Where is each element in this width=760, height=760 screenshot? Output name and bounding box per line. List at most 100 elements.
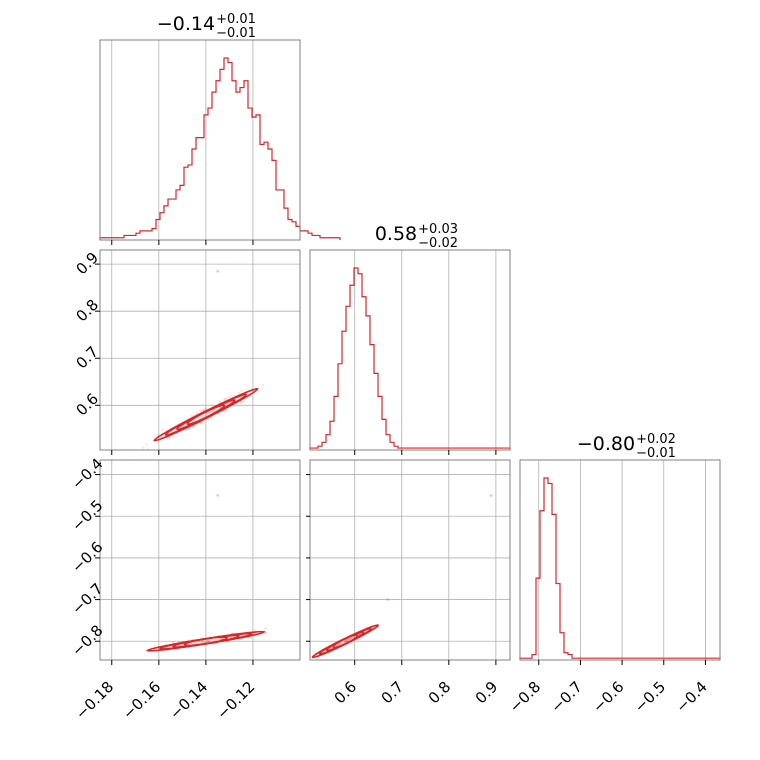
sample-point <box>348 637 351 640</box>
x-tick-label: −0.18 <box>72 678 117 723</box>
sample-point <box>223 410 227 413</box>
sample-point <box>237 391 240 395</box>
sample-point <box>218 412 221 416</box>
outlier-point <box>216 269 220 273</box>
sample-point <box>242 400 246 404</box>
sample-point <box>218 399 222 403</box>
panel-background <box>310 250 510 450</box>
histogram-step-line <box>99 57 341 240</box>
outlier-point <box>216 494 220 497</box>
scatter-panel-3-2 <box>306 459 511 665</box>
sample-point <box>225 408 228 412</box>
sample-point <box>212 409 216 412</box>
density-region <box>311 494 493 659</box>
sample-point <box>200 639 204 643</box>
sample-point <box>339 642 343 645</box>
x-tick-label: −0.14 <box>166 678 211 723</box>
sample-point <box>210 410 214 414</box>
contour-line <box>186 404 226 426</box>
y-tick-label: 0.9 <box>72 249 102 279</box>
sample-point <box>194 642 198 645</box>
sample-point <box>201 421 205 424</box>
panel-background <box>310 460 510 660</box>
panel-title-minus: −0.01 <box>216 26 256 41</box>
sample-point <box>168 437 172 440</box>
sample-point <box>337 643 341 646</box>
sample-point <box>346 639 349 642</box>
contour-line <box>332 634 359 649</box>
panel-title-value: −0.80 <box>577 433 635 455</box>
sample-point <box>195 411 199 415</box>
sample-point <box>240 401 243 404</box>
histogram-panel-2: 0.58 +0.03−0.02 <box>309 222 511 455</box>
panel-title-plus: +0.01 <box>216 12 256 27</box>
sample-point <box>199 421 203 425</box>
panel-frame <box>519 459 721 661</box>
sample-point <box>201 408 205 411</box>
x-tick-label: −0.5 <box>631 678 669 716</box>
sample-point <box>227 395 231 399</box>
panel-title-value: 0.58 <box>375 223 417 245</box>
sample-point <box>343 639 347 642</box>
panel-title-plus: +0.02 <box>636 432 676 447</box>
sample-point <box>349 637 353 641</box>
x-tick-label: −0.12 <box>213 678 258 723</box>
sample-point <box>261 384 265 387</box>
outlier-point <box>489 494 493 497</box>
sample-point <box>208 638 211 642</box>
y-tick-label: 0.8 <box>72 296 102 326</box>
sample-point <box>192 641 195 645</box>
panel-title-minus: −0.02 <box>418 236 458 251</box>
sample-point <box>224 397 227 400</box>
sample-point <box>264 627 267 630</box>
panel-title-value: −0.14 <box>157 13 215 35</box>
x-tick-label: 0.6 <box>331 678 361 708</box>
histogram-step-line <box>309 267 511 450</box>
histogram-panel-3: −0.80 +0.02−0.01 <box>519 432 721 665</box>
x-tick-label: −0.7 <box>547 678 585 716</box>
panel-frame <box>99 459 301 661</box>
sample-point <box>154 435 157 438</box>
panel-background <box>520 460 720 660</box>
y-tick-label: 0.6 <box>72 390 102 420</box>
x-tick-label: −0.16 <box>119 678 164 723</box>
x-tick-label: 0.8 <box>425 678 455 708</box>
histogram-panel-1: −0.14 +0.01−0.01 <box>99 12 341 245</box>
x-tick-label: −0.6 <box>589 678 627 716</box>
sample-point <box>206 638 209 642</box>
sample-point <box>253 628 256 632</box>
sample-point <box>338 643 342 646</box>
sample-point <box>230 395 233 398</box>
sample-point <box>203 640 207 644</box>
y-tick-label: 0.7 <box>72 343 102 373</box>
panel-title-plus: +0.03 <box>418 222 458 237</box>
panel-frame <box>309 249 511 451</box>
sample-point <box>165 437 169 440</box>
density-region <box>141 269 265 450</box>
contour-line <box>183 636 228 647</box>
sample-point <box>207 411 211 415</box>
x-tick-label: −0.8 <box>506 678 544 716</box>
sample-point <box>206 640 210 644</box>
sample-point <box>161 428 164 432</box>
sample-point <box>223 397 226 401</box>
scatter-panel-2-1 <box>95 249 301 455</box>
sample-point <box>208 410 212 414</box>
sample-point <box>344 639 348 642</box>
x-tick-label: 0.9 <box>472 678 502 708</box>
panel-background <box>100 40 300 240</box>
sample-point <box>207 417 210 421</box>
density-region <box>146 494 268 652</box>
scatter-panel-3-1 <box>95 459 301 665</box>
sample-point <box>207 639 211 643</box>
sample-point <box>201 415 204 418</box>
sample-point <box>344 639 347 643</box>
panel-background <box>100 460 300 660</box>
sample-point <box>190 414 193 418</box>
sample-point <box>145 443 149 446</box>
panel-title-minus: −0.01 <box>636 446 676 461</box>
sample-point <box>141 446 145 449</box>
sample-point <box>188 427 191 431</box>
x-tick-label: −0.4 <box>672 678 710 716</box>
